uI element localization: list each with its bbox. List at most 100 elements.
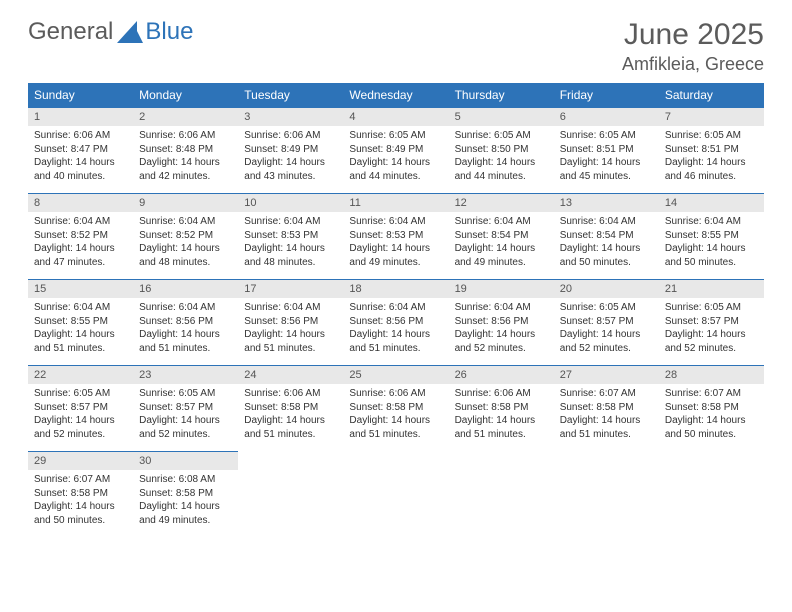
day-details: Sunrise: 6:06 AMSunset: 8:58 PMDaylight:… <box>343 384 448 447</box>
day-details: Sunrise: 6:04 AMSunset: 8:54 PMDaylight:… <box>554 212 659 275</box>
calendar-cell: 27Sunrise: 6:07 AMSunset: 8:58 PMDayligh… <box>554 365 659 451</box>
day-details: Sunrise: 6:04 AMSunset: 8:53 PMDaylight:… <box>343 212 448 275</box>
day-details: Sunrise: 6:06 AMSunset: 8:58 PMDaylight:… <box>449 384 554 447</box>
day-number: 15 <box>28 279 133 298</box>
day-number: 24 <box>238 365 343 384</box>
day-details: Sunrise: 6:05 AMSunset: 8:51 PMDaylight:… <box>554 126 659 189</box>
calendar-cell <box>659 451 764 537</box>
calendar-cell: 20Sunrise: 6:05 AMSunset: 8:57 PMDayligh… <box>554 279 659 365</box>
day-number: 23 <box>133 365 238 384</box>
day-number: 29 <box>28 451 133 470</box>
calendar-row: 1Sunrise: 6:06 AMSunset: 8:47 PMDaylight… <box>28 107 764 193</box>
logo-sail-icon <box>117 21 143 43</box>
day-details: Sunrise: 6:04 AMSunset: 8:53 PMDaylight:… <box>238 212 343 275</box>
calendar-cell: 22Sunrise: 6:05 AMSunset: 8:57 PMDayligh… <box>28 365 133 451</box>
calendar-cell <box>554 451 659 537</box>
day-details: Sunrise: 6:06 AMSunset: 8:58 PMDaylight:… <box>238 384 343 447</box>
calendar-cell: 23Sunrise: 6:05 AMSunset: 8:57 PMDayligh… <box>133 365 238 451</box>
day-number: 6 <box>554 107 659 126</box>
calendar-cell: 9Sunrise: 6:04 AMSunset: 8:52 PMDaylight… <box>133 193 238 279</box>
calendar-table: Sunday Monday Tuesday Wednesday Thursday… <box>28 83 764 537</box>
calendar-cell: 1Sunrise: 6:06 AMSunset: 8:47 PMDaylight… <box>28 107 133 193</box>
calendar-cell: 4Sunrise: 6:05 AMSunset: 8:49 PMDaylight… <box>343 107 448 193</box>
day-details: Sunrise: 6:04 AMSunset: 8:56 PMDaylight:… <box>343 298 448 361</box>
calendar-cell: 21Sunrise: 6:05 AMSunset: 8:57 PMDayligh… <box>659 279 764 365</box>
day-number: 28 <box>659 365 764 384</box>
location: Amfikleia, Greece <box>622 54 764 75</box>
day-details: Sunrise: 6:04 AMSunset: 8:55 PMDaylight:… <box>28 298 133 361</box>
day-details: Sunrise: 6:08 AMSunset: 8:58 PMDaylight:… <box>133 470 238 533</box>
calendar-cell: 2Sunrise: 6:06 AMSunset: 8:48 PMDaylight… <box>133 107 238 193</box>
calendar-cell: 26Sunrise: 6:06 AMSunset: 8:58 PMDayligh… <box>449 365 554 451</box>
day-details: Sunrise: 6:06 AMSunset: 8:47 PMDaylight:… <box>28 126 133 189</box>
day-details: Sunrise: 6:04 AMSunset: 8:52 PMDaylight:… <box>28 212 133 275</box>
logo-text-blue: Blue <box>145 18 193 46</box>
day-number: 10 <box>238 193 343 212</box>
day-details: Sunrise: 6:07 AMSunset: 8:58 PMDaylight:… <box>554 384 659 447</box>
calendar-cell <box>343 451 448 537</box>
calendar-cell: 15Sunrise: 6:04 AMSunset: 8:55 PMDayligh… <box>28 279 133 365</box>
day-details: Sunrise: 6:05 AMSunset: 8:50 PMDaylight:… <box>449 126 554 189</box>
day-number: 19 <box>449 279 554 298</box>
day-number: 20 <box>554 279 659 298</box>
day-number: 7 <box>659 107 764 126</box>
day-number: 9 <box>133 193 238 212</box>
calendar-row: 15Sunrise: 6:04 AMSunset: 8:55 PMDayligh… <box>28 279 764 365</box>
day-details: Sunrise: 6:04 AMSunset: 8:54 PMDaylight:… <box>449 212 554 275</box>
calendar-cell: 14Sunrise: 6:04 AMSunset: 8:55 PMDayligh… <box>659 193 764 279</box>
day-details: Sunrise: 6:05 AMSunset: 8:57 PMDaylight:… <box>28 384 133 447</box>
day-number: 30 <box>133 451 238 470</box>
day-number: 21 <box>659 279 764 298</box>
day-details: Sunrise: 6:04 AMSunset: 8:52 PMDaylight:… <box>133 212 238 275</box>
calendar-cell: 3Sunrise: 6:06 AMSunset: 8:49 PMDaylight… <box>238 107 343 193</box>
day-number: 13 <box>554 193 659 212</box>
calendar-cell: 12Sunrise: 6:04 AMSunset: 8:54 PMDayligh… <box>449 193 554 279</box>
day-number: 18 <box>343 279 448 298</box>
calendar-row: 8Sunrise: 6:04 AMSunset: 8:52 PMDaylight… <box>28 193 764 279</box>
day-number: 14 <box>659 193 764 212</box>
header: General Blue June 2025 Amfikleia, Greece <box>28 18 764 75</box>
calendar-cell: 5Sunrise: 6:05 AMSunset: 8:50 PMDaylight… <box>449 107 554 193</box>
day-details: Sunrise: 6:04 AMSunset: 8:55 PMDaylight:… <box>659 212 764 275</box>
weekday-header: Saturday <box>659 83 764 107</box>
calendar-cell: 25Sunrise: 6:06 AMSunset: 8:58 PMDayligh… <box>343 365 448 451</box>
weekday-header: Friday <box>554 83 659 107</box>
title-block: June 2025 Amfikleia, Greece <box>622 18 764 75</box>
weekday-header: Monday <box>133 83 238 107</box>
day-details: Sunrise: 6:04 AMSunset: 8:56 PMDaylight:… <box>449 298 554 361</box>
calendar-cell: 16Sunrise: 6:04 AMSunset: 8:56 PMDayligh… <box>133 279 238 365</box>
day-number: 27 <box>554 365 659 384</box>
calendar-cell: 30Sunrise: 6:08 AMSunset: 8:58 PMDayligh… <box>133 451 238 537</box>
calendar-cell: 24Sunrise: 6:06 AMSunset: 8:58 PMDayligh… <box>238 365 343 451</box>
day-number: 1 <box>28 107 133 126</box>
day-number: 3 <box>238 107 343 126</box>
month-title: June 2025 <box>622 18 764 52</box>
calendar-cell: 29Sunrise: 6:07 AMSunset: 8:58 PMDayligh… <box>28 451 133 537</box>
calendar-cell: 7Sunrise: 6:05 AMSunset: 8:51 PMDaylight… <box>659 107 764 193</box>
weekday-header-row: Sunday Monday Tuesday Wednesday Thursday… <box>28 83 764 107</box>
calendar-cell: 28Sunrise: 6:07 AMSunset: 8:58 PMDayligh… <box>659 365 764 451</box>
day-number: 12 <box>449 193 554 212</box>
calendar-cell: 13Sunrise: 6:04 AMSunset: 8:54 PMDayligh… <box>554 193 659 279</box>
day-number: 8 <box>28 193 133 212</box>
day-number: 22 <box>28 365 133 384</box>
calendar-cell <box>238 451 343 537</box>
calendar-cell: 6Sunrise: 6:05 AMSunset: 8:51 PMDaylight… <box>554 107 659 193</box>
day-number: 4 <box>343 107 448 126</box>
day-details: Sunrise: 6:06 AMSunset: 8:48 PMDaylight:… <box>133 126 238 189</box>
day-details: Sunrise: 6:06 AMSunset: 8:49 PMDaylight:… <box>238 126 343 189</box>
logo: General Blue <box>28 18 193 46</box>
calendar-cell <box>449 451 554 537</box>
calendar-cell: 11Sunrise: 6:04 AMSunset: 8:53 PMDayligh… <box>343 193 448 279</box>
day-details: Sunrise: 6:04 AMSunset: 8:56 PMDaylight:… <box>133 298 238 361</box>
weekday-header: Wednesday <box>343 83 448 107</box>
logo-text-general: General <box>28 18 113 46</box>
calendar-cell: 17Sunrise: 6:04 AMSunset: 8:56 PMDayligh… <box>238 279 343 365</box>
day-details: Sunrise: 6:04 AMSunset: 8:56 PMDaylight:… <box>238 298 343 361</box>
calendar-cell: 19Sunrise: 6:04 AMSunset: 8:56 PMDayligh… <box>449 279 554 365</box>
calendar-cell: 8Sunrise: 6:04 AMSunset: 8:52 PMDaylight… <box>28 193 133 279</box>
day-details: Sunrise: 6:05 AMSunset: 8:51 PMDaylight:… <box>659 126 764 189</box>
day-number: 17 <box>238 279 343 298</box>
calendar-cell: 10Sunrise: 6:04 AMSunset: 8:53 PMDayligh… <box>238 193 343 279</box>
calendar-cell: 18Sunrise: 6:04 AMSunset: 8:56 PMDayligh… <box>343 279 448 365</box>
